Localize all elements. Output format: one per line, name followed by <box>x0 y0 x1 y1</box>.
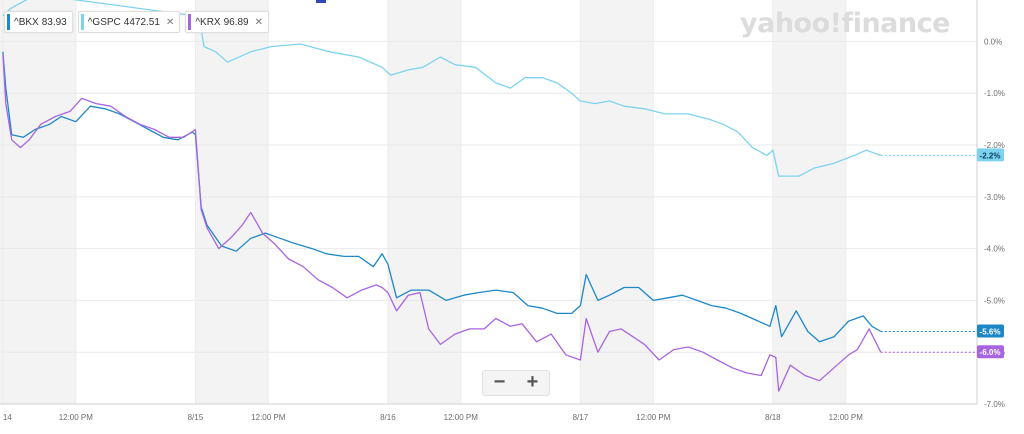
legend-price: 83.93 <box>41 16 67 28</box>
y-tick-label: -1.0% <box>984 89 1005 98</box>
y-tick-label: -4.0% <box>984 245 1005 254</box>
last-value-flag <box>977 345 1004 359</box>
legend-symbol: ^BKX <box>14 16 39 28</box>
last-value-label: -5.6% <box>980 327 1001 336</box>
yahoo-finance-logo: yahoo!finance <box>740 8 950 39</box>
legend-symbol: ^KRX <box>195 16 221 28</box>
close-icon[interactable]: ✕ <box>254 16 264 28</box>
series-color-swatch <box>80 14 84 30</box>
y-tick-label: -5.0% <box>984 296 1005 305</box>
x-tick-label: 12:00 PM <box>829 413 864 422</box>
zoom-controls: − + <box>482 370 550 396</box>
shaded-session-band <box>387 0 461 404</box>
legend-price: 96.89 <box>223 16 249 28</box>
legend-chip-krx[interactable]: ^KRX 96.89 ✕ <box>185 11 270 33</box>
last-value-flag <box>977 148 1004 162</box>
series-color-swatch <box>7 14 10 30</box>
y-tick-label: 0.0% <box>984 37 1002 46</box>
series-color-swatch <box>188 14 192 30</box>
shaded-session-band <box>772 0 846 404</box>
shaded-session-band <box>195 0 269 404</box>
legend-chip-bkx[interactable]: ^BKX 83.93 <box>4 11 73 33</box>
x-tick-label: 14 <box>3 413 12 422</box>
x-tick-label: 8/18 <box>765 413 781 422</box>
legend-chip-gspc[interactable]: ^GSPC 4472.51 ✕ <box>77 11 181 33</box>
y-tick-label: -3.0% <box>984 193 1005 202</box>
y-tick-label: -7.0% <box>984 400 1005 409</box>
x-tick-label: 12:00 PM <box>444 413 479 422</box>
y-tick-label: -2.0% <box>984 141 1005 150</box>
series-line-gspc[interactable] <box>2 0 882 177</box>
legend-price: 4472.51 <box>123 16 160 28</box>
series-line-krx[interactable] <box>2 54 882 392</box>
x-tick-label: 8/17 <box>573 413 589 422</box>
symbol-legend: ^BKX 83.93 ^GSPC 4472.51 ✕ ^KRX 96.89 ✕ <box>4 11 270 33</box>
last-value-label: -2.2% <box>980 151 1001 160</box>
x-tick-label: 12:00 PM <box>59 413 94 422</box>
legend-symbol: ^GSPC <box>87 16 121 28</box>
x-tick-label: 12:00 PM <box>251 413 286 422</box>
last-value-flag <box>977 324 1004 338</box>
last-value-label: -6.0% <box>980 348 1001 357</box>
x-tick-label: 8/16 <box>380 413 396 422</box>
shaded-session-band <box>0 0 76 404</box>
top-indicator <box>316 0 326 3</box>
x-tick-label: 8/15 <box>188 413 204 422</box>
zoom-out-button[interactable]: − <box>493 371 506 393</box>
x-tick-label: 12:00 PM <box>636 413 671 422</box>
close-icon[interactable]: ✕ <box>165 16 175 28</box>
zoom-in-button[interactable]: + <box>526 371 539 393</box>
